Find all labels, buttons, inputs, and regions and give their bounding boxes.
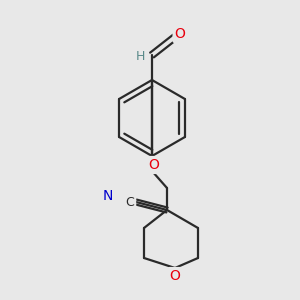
Text: C: C [126,196,134,208]
Text: O: O [175,27,185,41]
Text: H: H [135,50,145,64]
Text: O: O [148,158,159,172]
Text: O: O [169,269,180,283]
Text: N: N [103,189,113,203]
